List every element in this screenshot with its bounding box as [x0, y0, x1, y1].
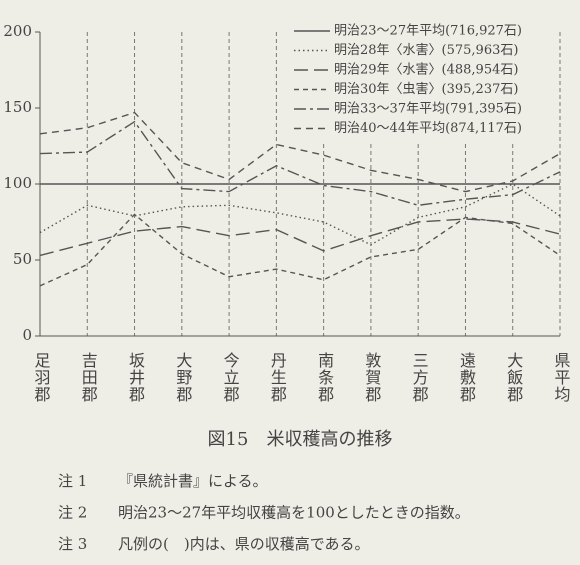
x-tick-label: 大飯郡 — [504, 352, 523, 403]
x-tick-label: 県平均 — [552, 352, 571, 403]
x-tick-label: 南条郡 — [315, 352, 334, 403]
legend-label: 明治29年〈水害〉(488,954石) — [334, 62, 518, 78]
legend-label: 明治28年〈水害〉(575,963石) — [334, 42, 518, 58]
x-tick-label: 足羽郡 — [32, 352, 51, 403]
note-text: 明治23～27年平均収穫高を100としたときの指数。 — [118, 504, 470, 522]
x-tick-label: 大野郡 — [173, 352, 192, 403]
series-line — [39, 111, 561, 193]
x-tick-label: 坂井郡 — [126, 352, 145, 403]
x-tick-label: 吉田郡 — [79, 352, 98, 403]
x-tick-label: 敦賀郡 — [362, 352, 381, 403]
note-label: 注 2 — [58, 504, 87, 522]
series-line — [39, 213, 561, 287]
x-tick-label: 丹生郡 — [268, 352, 287, 403]
legend-label: 明治40～44年平均(874,117石) — [334, 121, 522, 136]
y-tick-label: 50 — [13, 250, 32, 268]
legend-box — [290, 22, 555, 142]
legend-label: 明治23～27年平均(716,927石) — [334, 24, 522, 39]
x-tick-label: 遠敷郡 — [457, 352, 476, 403]
y-tick-label: 200 — [3, 22, 32, 40]
series-line — [39, 120, 561, 206]
y-tick-label: 150 — [3, 98, 32, 116]
series-line — [39, 218, 561, 257]
legend-label: 明治33～37年平均(791,395石) — [334, 102, 522, 117]
caption: 図15 米収穫高の推移 — [208, 429, 393, 450]
x-tick-label: 三方郡 — [410, 352, 429, 403]
note-text: 『県統計書』による。 — [118, 472, 268, 490]
note-label: 注 3 — [58, 535, 87, 553]
note-label: 注 1 — [58, 472, 87, 490]
x-tick-label: 今立郡 — [221, 352, 240, 403]
series-line — [39, 183, 561, 246]
y-tick-label: 0 — [22, 326, 32, 344]
legend-label: 明治30年〈虫害〉(395,237石) — [334, 81, 518, 97]
note-text: 凡例の( )内は、県の収穫高である。 — [118, 535, 370, 553]
y-tick-label: 100 — [3, 174, 32, 192]
